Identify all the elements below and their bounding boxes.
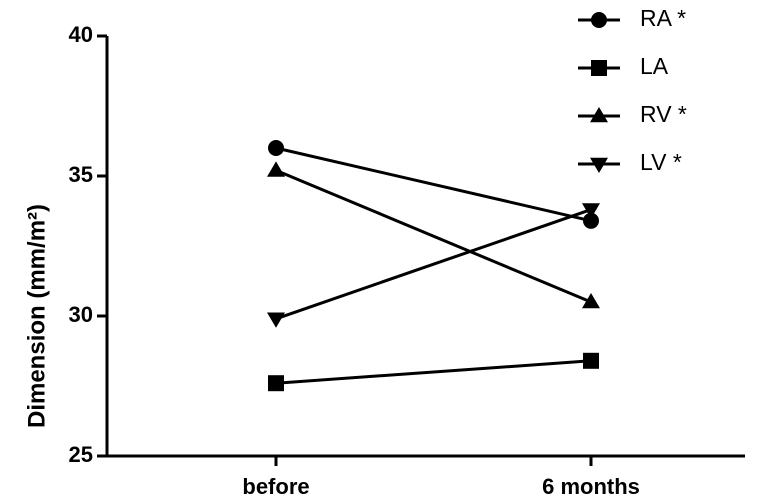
marker	[590, 107, 608, 123]
marker	[268, 375, 284, 392]
y-tick-label: 40	[69, 22, 93, 47]
marker	[268, 140, 284, 156]
series-line	[275, 359, 592, 385]
x-tick-label: 6 months	[542, 474, 640, 499]
marker	[591, 12, 607, 28]
legend-label: LA	[640, 53, 669, 79]
legend-label: RA *	[640, 5, 686, 31]
legend-label: RV *	[640, 101, 687, 127]
series-line	[275, 169, 592, 304]
marker	[590, 157, 608, 173]
legend-label: LV *	[640, 149, 682, 175]
y-tick-label: 35	[69, 162, 93, 187]
marker	[583, 212, 599, 229]
marker	[582, 293, 600, 309]
marker	[583, 352, 599, 369]
x-tick-label: before	[242, 474, 309, 499]
series-line	[275, 146, 592, 223]
marker	[267, 161, 285, 177]
marker	[591, 60, 607, 76]
y-tick-label: 30	[69, 302, 93, 327]
marker	[267, 312, 285, 328]
series-line	[275, 208, 592, 321]
marker	[582, 203, 600, 219]
y-axis-label: Dimension (mm/m²)	[23, 204, 50, 428]
y-tick-label: 25	[69, 442, 93, 467]
